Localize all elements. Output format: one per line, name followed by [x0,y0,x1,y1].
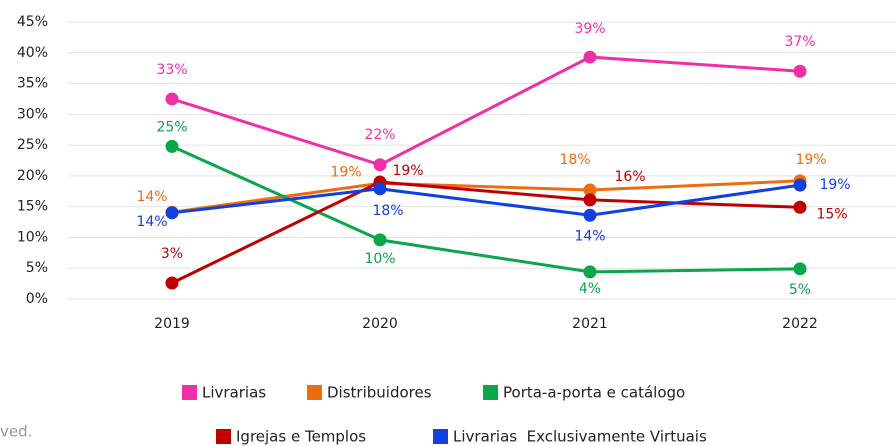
x-tick-label: 2021 [572,316,608,332]
data-point [373,158,387,172]
data-label: 14% [136,214,167,230]
footer-text: ved. [0,423,32,441]
x-tick-label: 2019 [154,316,190,332]
data-label: 14% [574,228,605,244]
legend-label: Livrarias Exclusivamente Virtuais [453,428,707,446]
legend-swatch [307,385,322,400]
legend-swatch [433,429,448,444]
legend-label: Porta-a-porta e catálogo [503,384,685,402]
legend-swatch [483,385,498,400]
data-point [793,178,807,192]
data-point [165,206,179,220]
data-label: 19% [819,177,850,193]
data-point [583,265,597,279]
data-point [583,193,597,207]
y-tick-label: 5% [26,260,48,276]
y-tick-label: 35% [17,76,48,92]
data-label: 18% [559,152,590,168]
series-line [171,180,801,285]
legend-swatch [182,385,197,400]
series-line [171,179,801,214]
y-tick-label: 0% [26,291,48,307]
data-point [583,50,597,64]
data-label: 19% [330,164,361,180]
series-line [171,144,801,274]
data-label: 39% [574,21,605,37]
data-label: 18% [372,203,403,219]
data-point [373,182,387,196]
y-tick-label: 20% [17,168,48,184]
data-point [583,208,597,222]
y-tick-label: 40% [17,45,48,61]
data-label: 37% [784,34,815,50]
data-label: 3% [161,246,183,262]
data-point [165,92,179,106]
series-line [171,183,801,217]
data-label: 19% [795,152,826,168]
legend-swatch [216,429,231,444]
data-label: 4% [579,281,601,297]
data-point [165,276,179,290]
data-label: 22% [364,127,395,143]
data-label: 19% [392,163,423,179]
data-label: 5% [789,282,811,298]
legend-label: Igrejas e Templos [236,428,366,446]
data-point [793,200,807,214]
data-point [373,233,387,247]
legend-label: Livrarias [202,384,266,402]
data-label: 16% [614,169,645,185]
data-point [793,64,807,78]
data-point [165,139,179,153]
y-tick-label: 30% [17,106,48,122]
series-line [171,55,801,167]
x-tick-label: 2020 [362,316,398,332]
data-label: 15% [816,206,847,222]
y-tick-label: 10% [17,229,48,245]
data-label: 25% [156,119,187,135]
y-tick-label: 25% [17,137,48,153]
data-label: 14% [136,189,167,205]
data-label: 33% [156,62,187,78]
legend-label: Distribuidores [327,384,432,402]
data-label: 10% [364,251,395,267]
y-tick-label: 45% [17,14,48,30]
y-tick-label: 15% [17,199,48,215]
x-tick-label: 2022 [782,316,818,332]
data-point [583,183,597,197]
data-point [793,262,807,276]
